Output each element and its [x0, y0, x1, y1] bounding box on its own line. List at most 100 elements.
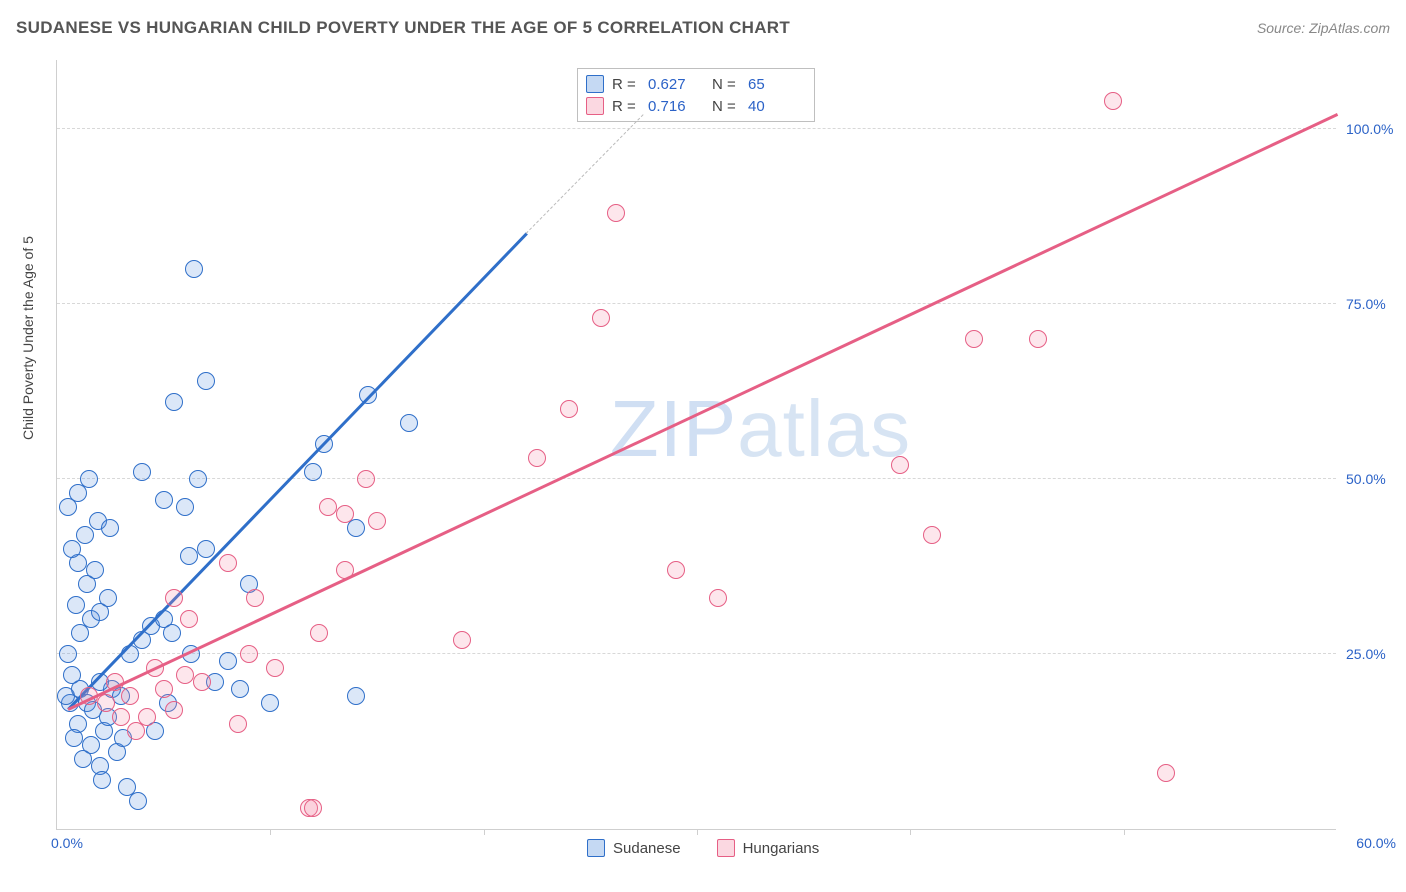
data-point — [240, 575, 258, 593]
data-point — [138, 708, 156, 726]
header-bar: SUDANESE VS HUNGARIAN CHILD POVERTY UNDE… — [16, 18, 1390, 38]
data-point — [319, 498, 337, 516]
data-point — [607, 204, 625, 222]
data-point — [69, 715, 87, 733]
data-point — [923, 526, 941, 544]
data-point — [93, 771, 111, 789]
r-value: 0.627 — [648, 76, 704, 93]
data-point — [74, 750, 92, 768]
data-point — [108, 743, 126, 761]
n-value: 40 — [748, 98, 804, 115]
square-icon — [587, 839, 605, 857]
watermark: ZIPatlas — [610, 383, 911, 475]
data-point — [453, 631, 471, 649]
x-axis-max-label: 60.0% — [1356, 835, 1396, 851]
stats-row: R =0.716N =40 — [586, 95, 804, 117]
r-label: R = — [612, 76, 640, 93]
data-point — [76, 526, 94, 544]
square-icon — [586, 97, 604, 115]
data-point — [176, 666, 194, 684]
n-label: N = — [712, 76, 740, 93]
data-point — [219, 652, 237, 670]
data-point — [67, 596, 85, 614]
data-point — [155, 491, 173, 509]
data-point — [180, 547, 198, 565]
data-point — [112, 687, 130, 705]
data-point — [667, 561, 685, 579]
data-point — [99, 589, 117, 607]
data-point — [114, 729, 132, 747]
data-point — [71, 624, 89, 642]
x-tick — [484, 829, 485, 835]
x-tick — [697, 829, 698, 835]
data-point — [86, 561, 104, 579]
data-point — [189, 470, 207, 488]
data-point — [127, 722, 145, 740]
data-point — [69, 484, 87, 502]
data-point — [206, 673, 224, 691]
data-point — [99, 708, 117, 726]
data-point — [121, 645, 139, 663]
data-point — [1104, 92, 1122, 110]
legend-item-sudanese: Sudanese — [587, 839, 681, 857]
data-point — [347, 687, 365, 705]
data-point — [1157, 764, 1175, 782]
chart-title: SUDANESE VS HUNGARIAN CHILD POVERTY UNDE… — [16, 18, 790, 38]
gridline — [57, 303, 1336, 304]
data-point — [80, 470, 98, 488]
data-point — [101, 519, 119, 537]
data-point — [118, 778, 136, 796]
data-point — [965, 330, 983, 348]
x-tick — [910, 829, 911, 835]
data-point — [91, 603, 109, 621]
r-label: R = — [612, 98, 640, 115]
data-point — [219, 554, 237, 572]
data-point — [197, 540, 215, 558]
n-value: 65 — [748, 76, 804, 93]
scatter-plot: ZIPatlas 0.0% 60.0% R =0.627N =65R =0.71… — [56, 60, 1336, 830]
data-point — [82, 610, 100, 628]
data-point — [155, 680, 173, 698]
watermark-thin: atlas — [737, 384, 911, 473]
data-point — [91, 757, 109, 775]
y-tick-label: 25.0% — [1346, 646, 1402, 662]
stats-row: R = 0.627 N = 65 — [586, 73, 804, 95]
data-point — [59, 498, 77, 516]
legend-item-hungarians: Hungarians — [717, 839, 820, 857]
y-tick-label: 75.0% — [1346, 296, 1402, 312]
data-point — [59, 645, 77, 663]
data-point — [165, 393, 183, 411]
legend-label: Sudanese — [613, 840, 681, 857]
data-point — [1029, 330, 1047, 348]
data-point — [197, 372, 215, 390]
data-point — [89, 512, 107, 530]
gridline — [57, 653, 1336, 654]
data-point — [592, 309, 610, 327]
data-point — [357, 470, 375, 488]
series-legend: Sudanese Hungarians — [587, 839, 819, 857]
y-axis-label: Child Poverty Under the Age of 5 — [20, 236, 36, 440]
data-point — [891, 456, 909, 474]
square-icon — [717, 839, 735, 857]
data-point — [240, 645, 258, 663]
data-point — [84, 701, 102, 719]
data-point — [300, 799, 318, 817]
data-point — [185, 260, 203, 278]
data-point — [65, 729, 83, 747]
data-point — [193, 673, 211, 691]
trend-line — [526, 114, 644, 234]
data-point — [560, 400, 578, 418]
square-icon — [586, 75, 604, 93]
stats-legend: R = 0.627 N = 65 R =0.716N =40 — [577, 68, 815, 122]
data-point — [304, 799, 322, 817]
trend-line — [67, 113, 1337, 710]
data-point — [246, 589, 264, 607]
x-tick — [270, 829, 271, 835]
y-tick-label: 50.0% — [1346, 471, 1402, 487]
watermark-bold: ZIP — [610, 384, 737, 473]
data-point — [261, 694, 279, 712]
data-point — [163, 624, 181, 642]
data-point — [229, 715, 247, 733]
data-point — [528, 449, 546, 467]
data-point — [146, 722, 164, 740]
